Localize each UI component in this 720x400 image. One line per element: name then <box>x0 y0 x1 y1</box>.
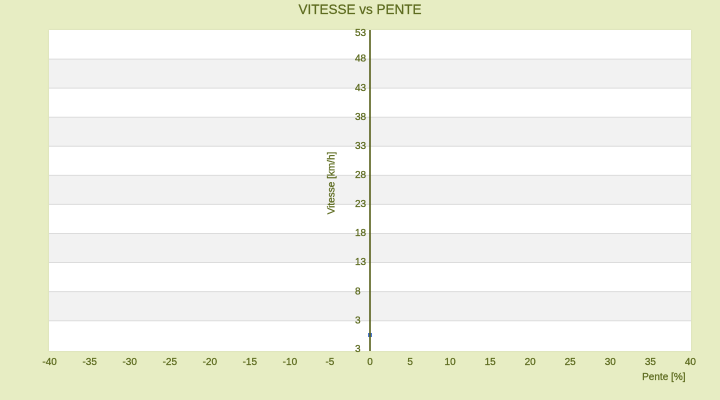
svg-text:43: 43 <box>355 83 367 94</box>
svg-text:VITESSE vs PENTE: VITESSE vs PENTE <box>298 2 421 17</box>
svg-text:10: 10 <box>445 357 457 368</box>
svg-text:20: 20 <box>525 357 537 368</box>
svg-text:18: 18 <box>355 228 367 239</box>
svg-text:3: 3 <box>355 315 361 326</box>
svg-text:-25: -25 <box>163 357 178 368</box>
svg-text:8: 8 <box>355 286 361 297</box>
svg-text:30: 30 <box>605 357 617 368</box>
svg-text:-20: -20 <box>203 357 218 368</box>
svg-text:-35: -35 <box>82 357 97 368</box>
svg-text:-15: -15 <box>243 357 258 368</box>
svg-text:Pente [%]: Pente [%] <box>642 372 686 383</box>
svg-text:3: 3 <box>355 344 361 355</box>
svg-text:Vitesse [km/h]: Vitesse [km/h] <box>327 151 338 214</box>
svg-text:40: 40 <box>685 357 697 368</box>
svg-text:48: 48 <box>355 54 367 65</box>
svg-text:5: 5 <box>407 357 413 368</box>
svg-text:-40: -40 <box>42 357 57 368</box>
svg-text:0: 0 <box>367 357 373 368</box>
svg-text:53: 53 <box>355 28 367 39</box>
svg-text:15: 15 <box>485 357 497 368</box>
svg-text:-10: -10 <box>283 357 298 368</box>
svg-text:13: 13 <box>355 257 367 268</box>
svg-text:38: 38 <box>355 112 367 123</box>
svg-text:23: 23 <box>355 199 367 210</box>
svg-text:33: 33 <box>355 141 367 152</box>
svg-text:28: 28 <box>355 170 367 181</box>
svg-text:35: 35 <box>645 357 657 368</box>
svg-text:25: 25 <box>565 357 577 368</box>
svg-text:-30: -30 <box>122 357 137 368</box>
svg-text:-5: -5 <box>325 357 334 368</box>
